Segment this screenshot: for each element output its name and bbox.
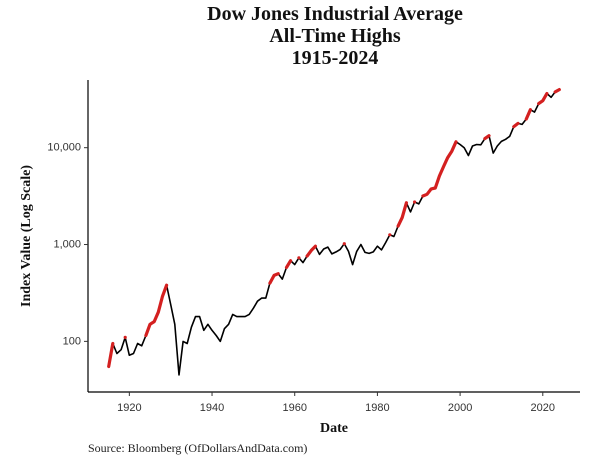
x-tick-label: 1960 bbox=[282, 402, 306, 414]
source-note: Source: Bloomberg (OfDollarsAndData.com) bbox=[88, 441, 307, 455]
chart-title: All-Time Highs bbox=[269, 25, 401, 47]
chart-title: Dow Jones Industrial Average bbox=[207, 3, 463, 25]
y-tick-label: 10,000 bbox=[47, 142, 81, 154]
x-tick-label: 1920 bbox=[117, 402, 141, 414]
x-tick-label: 1980 bbox=[365, 402, 389, 414]
x-tick-label: 1940 bbox=[200, 402, 224, 414]
y-tick-label: 1,000 bbox=[53, 238, 81, 250]
x-axis-label: Date bbox=[320, 421, 348, 436]
all-time-high-line bbox=[107, 88, 561, 369]
index-line bbox=[107, 88, 561, 376]
x-tick-label: 2000 bbox=[448, 402, 472, 414]
y-axis-label: Index Value (Log Scale) bbox=[19, 165, 34, 307]
x-tick-label: 2020 bbox=[531, 402, 555, 414]
chart-title: 1915-2024 bbox=[292, 47, 379, 69]
y-tick-label: 100 bbox=[63, 335, 81, 347]
